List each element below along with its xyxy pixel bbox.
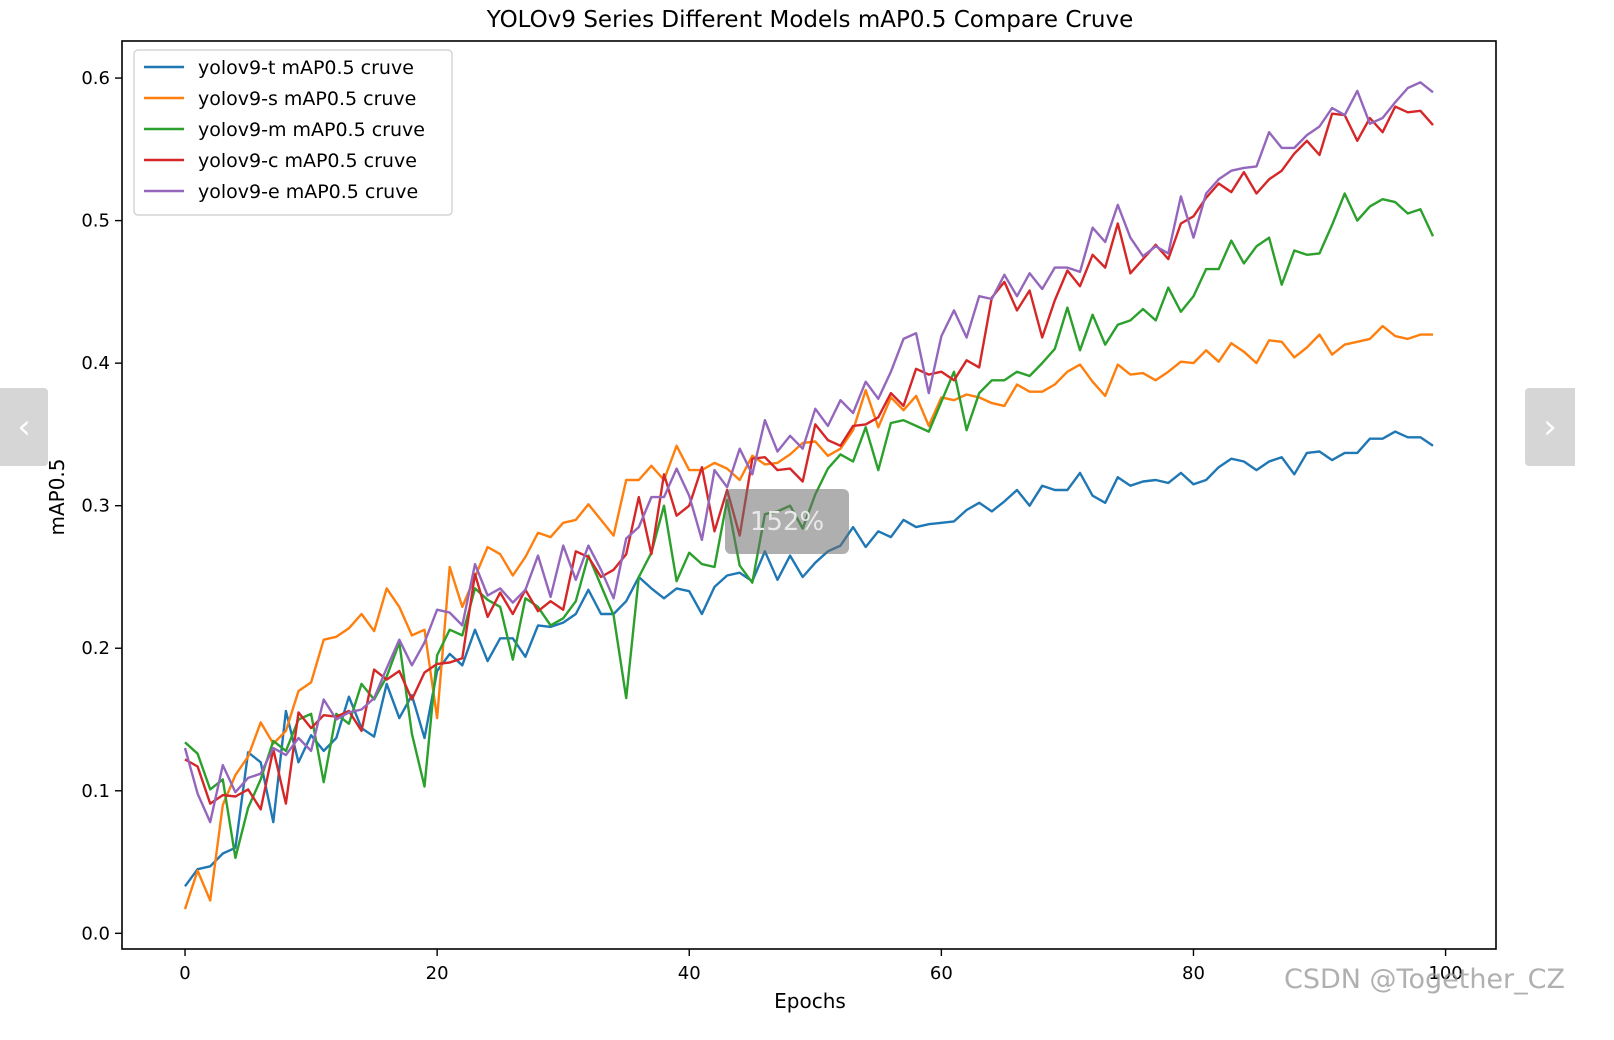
plot-frame bbox=[121, 40, 1497, 950]
x-tick-label: 80 bbox=[1182, 963, 1205, 984]
legend-entry: yolov9-c mAP0.5 cruve bbox=[198, 150, 417, 172]
x-axis: 0 20 40 60 80 100 bbox=[179, 949, 1463, 984]
y-tick-label: 0.5 bbox=[81, 211, 110, 232]
legend-entry: yolov9-e mAP0.5 cruve bbox=[198, 181, 418, 203]
x-tick-label: 20 bbox=[426, 963, 449, 984]
x-tick-label: 40 bbox=[678, 963, 701, 984]
series-line-4 bbox=[183, 81, 1434, 824]
y-tick-label: 0.3 bbox=[81, 496, 110, 517]
next-image-button[interactable]: › bbox=[1525, 388, 1575, 466]
y-axis: 0.0 0.1 0.2 0.3 0.4 0.5 0.6 bbox=[81, 68, 122, 944]
series-line-0 bbox=[184, 430, 1434, 888]
watermark: CSDN @Together_CZ bbox=[1284, 964, 1565, 995]
x-axis-label: Epochs bbox=[774, 989, 846, 1013]
legend: yolov9-t mAP0.5 cruve yolov9-s mAP0.5 cru… bbox=[133, 49, 453, 216]
y-tick-label: 0.6 bbox=[81, 68, 110, 89]
chart-title: YOLOv9 Series Different Models mAP0.5 Co… bbox=[486, 7, 1133, 33]
x-tick-label: 60 bbox=[930, 963, 953, 984]
legend-entry: yolov9-t mAP0.5 cruve bbox=[198, 57, 414, 79]
legend-entry: yolov9-m mAP0.5 cruve bbox=[198, 119, 425, 141]
legend-box bbox=[133, 49, 453, 216]
y-tick-label: 0.2 bbox=[81, 638, 110, 659]
previous-image-button[interactable]: ‹ bbox=[0, 388, 48, 466]
chevron-right-icon: › bbox=[1543, 407, 1557, 447]
zoom-level-badge: 152% bbox=[725, 489, 849, 554]
x-tick-label: 100 bbox=[1428, 963, 1462, 984]
y-axis-label: mAP0.5 bbox=[45, 458, 69, 535]
y-tick-label: 0.0 bbox=[81, 923, 110, 944]
y-tick-label: 0.1 bbox=[81, 781, 110, 802]
x-tick-label: 0 bbox=[179, 963, 190, 984]
legend-entry: yolov9-s mAP0.5 cruve bbox=[198, 88, 416, 110]
chevron-left-icon: ‹ bbox=[17, 407, 31, 447]
series-line-3 bbox=[184, 105, 1434, 811]
series-line-1 bbox=[183, 324, 1433, 910]
y-tick-label: 0.4 bbox=[81, 353, 110, 374]
